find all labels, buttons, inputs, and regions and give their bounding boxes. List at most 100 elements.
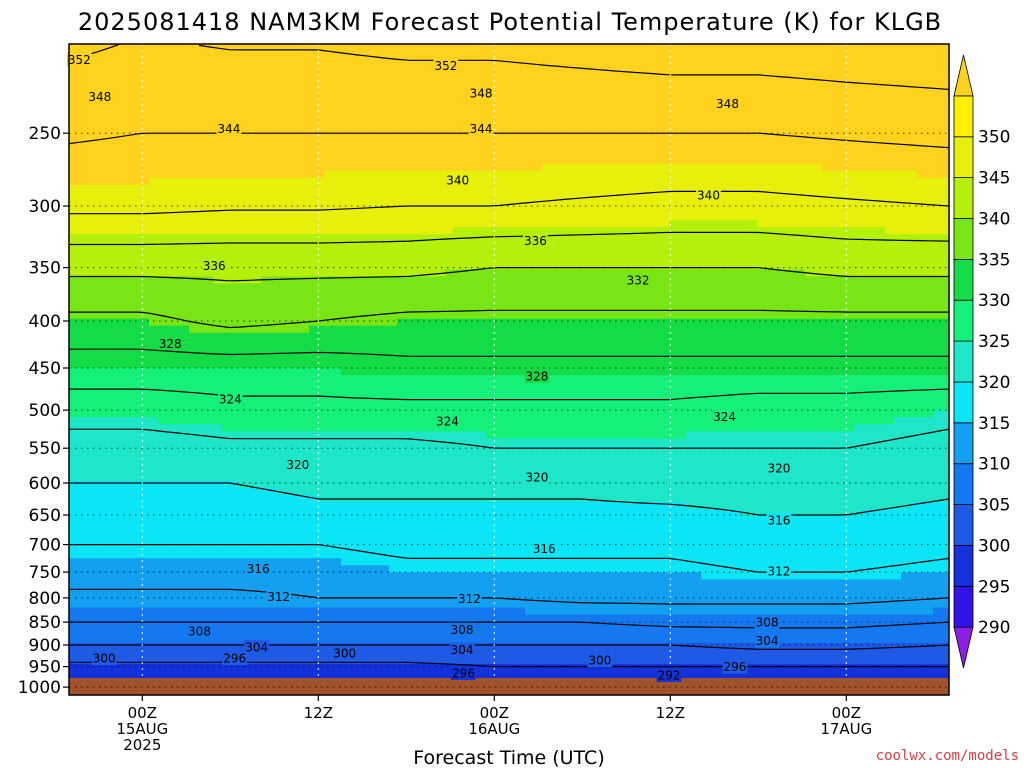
field-cell: [157, 198, 166, 207]
field-cell: [653, 248, 662, 256]
field-cell: [693, 346, 702, 355]
field-cell: [357, 269, 366, 278]
field-cell: [117, 149, 126, 158]
field-cell: [413, 283, 422, 292]
field-cell: [901, 325, 910, 334]
field-cell: [805, 255, 814, 263]
field-cell: [709, 290, 718, 299]
field-cell: [69, 142, 78, 151]
field-cell: [893, 156, 902, 165]
field-cell: [301, 72, 310, 80]
field-cell: [285, 283, 294, 292]
field-cell: [749, 44, 758, 52]
field-cell: [197, 346, 206, 355]
field-cell: [221, 346, 230, 355]
field-cell: [429, 325, 438, 334]
field-cell: [397, 339, 406, 348]
field-cell: [629, 262, 638, 271]
field-cell: [125, 353, 134, 362]
field-cell: [557, 114, 566, 123]
field-cell: [381, 191, 390, 200]
field-cell: [205, 332, 214, 341]
field-cell: [861, 135, 870, 144]
field-cell: [765, 290, 774, 299]
field-cell: [525, 325, 534, 334]
field-cell: [749, 262, 758, 271]
field-cell: [397, 135, 406, 144]
field-cell: [349, 227, 358, 235]
field-cell: [853, 58, 862, 66]
field-cell: [357, 361, 366, 369]
field-cell: [213, 248, 222, 256]
field-cell: [245, 44, 254, 52]
field-cell: [637, 100, 646, 108]
field-cell: [637, 248, 646, 256]
field-cell: [765, 311, 774, 320]
field-cell: [933, 269, 942, 278]
field-cell: [613, 72, 622, 80]
field-cell: [701, 170, 710, 179]
field-cell: [557, 163, 566, 172]
field-cell: [581, 184, 590, 193]
field-cell: [469, 100, 478, 108]
field-cell: [245, 156, 254, 165]
field-cell: [813, 297, 822, 306]
field-cell: [125, 227, 134, 235]
field-cell: [725, 283, 734, 292]
field-cell: [325, 79, 334, 87]
field-cell: [101, 262, 110, 271]
field-cell: [109, 325, 118, 334]
field-cell: [181, 198, 190, 207]
field-cell: [701, 346, 710, 355]
field-cell: [365, 283, 374, 292]
field-cell: [549, 332, 558, 341]
field-cell: [845, 262, 854, 271]
field-cell: [693, 163, 702, 172]
field-cell: [461, 297, 470, 306]
field-cell: [301, 241, 310, 249]
field-cell: [565, 79, 574, 87]
field-cell: [349, 206, 358, 214]
field-cell: [701, 311, 710, 320]
field-cell: [461, 93, 470, 101]
field-cell: [133, 234, 142, 242]
field-cell: [901, 107, 910, 116]
field-cell: [429, 100, 438, 108]
field-cell: [877, 234, 886, 242]
field-cell: [933, 318, 942, 327]
field-cell: [109, 283, 118, 292]
field-cell: [885, 269, 894, 278]
field-cell: [629, 206, 638, 214]
field-cell: [133, 304, 142, 313]
field-cell: [445, 269, 454, 278]
field-cell: [853, 346, 862, 355]
field-cell: [885, 248, 894, 256]
field-cell: [533, 283, 542, 292]
field-cell: [797, 107, 806, 116]
field-cell: [341, 283, 350, 292]
field-cell: [821, 213, 830, 221]
field-cell: [357, 339, 366, 348]
field-cell: [405, 177, 414, 186]
field-cell: [765, 346, 774, 355]
field-cell: [653, 198, 662, 207]
field-cell: [605, 163, 614, 172]
field-cell: [101, 156, 110, 165]
field-cell: [621, 114, 630, 123]
field-cell: [693, 107, 702, 116]
field-cell: [837, 79, 846, 87]
field-cell: [205, 311, 214, 320]
field-cell: [293, 170, 302, 179]
field-cell: [941, 79, 949, 87]
field-cell: [773, 51, 782, 59]
field-cell: [493, 163, 502, 172]
field-cell: [261, 149, 270, 158]
field-cell: [253, 361, 262, 369]
field-cell: [597, 304, 606, 313]
field-cell: [469, 135, 478, 144]
field-cell: [853, 297, 862, 306]
field-cell: [653, 318, 662, 327]
field-cell: [293, 100, 302, 108]
field-cell: [293, 44, 302, 52]
field-cell: [293, 107, 302, 116]
